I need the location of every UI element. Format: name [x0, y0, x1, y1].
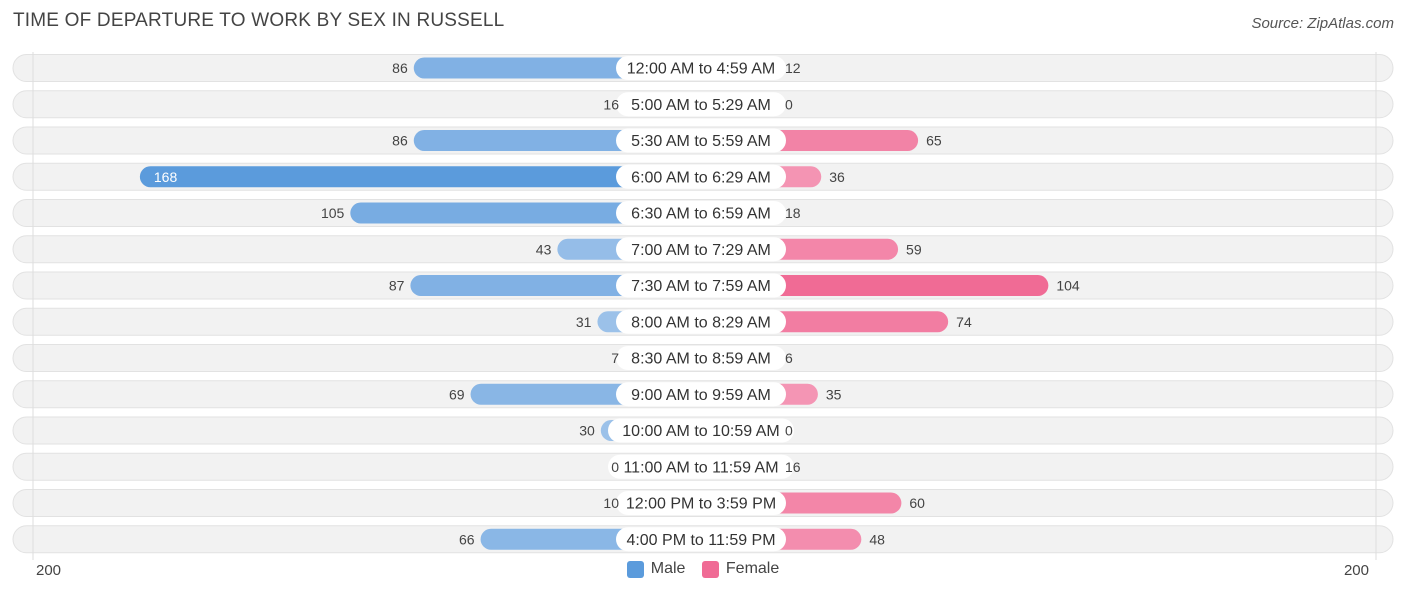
category-label: 6:30 AM to 6:59 AM [631, 206, 771, 223]
chart-row: 12:00 AM to 4:59 AM 86 12 [12, 54, 1394, 82]
chart-row: 7:00 AM to 7:29 AM 43 59 [12, 235, 1394, 264]
category-pill [616, 164, 786, 189]
value-label-male: 168 [154, 169, 178, 185]
category-pill [608, 418, 794, 443]
legend: Male Female [0, 560, 1406, 583]
category-label: 8:00 AM to 8:29 AM [631, 314, 771, 331]
value-label-male: 87 [389, 278, 405, 294]
value-label-male: 105 [321, 205, 345, 221]
category-pill [616, 346, 786, 370]
category-label: 12:00 AM to 4:59 AM [627, 61, 776, 78]
value-label-female: 35 [826, 386, 842, 402]
axis-label-left: 200 [36, 562, 62, 579]
category-pill [616, 527, 786, 552]
value-label-female: 60 [909, 495, 925, 511]
chart-row: 5:00 AM to 5:29 AM 16 0 [12, 90, 1394, 119]
value-label-male: 7 [611, 350, 619, 366]
category-label: 11:00 AM to 11:59 AM [623, 459, 778, 476]
value-label-male: 66 [459, 531, 475, 547]
legend-swatch-female [701, 560, 719, 578]
value-label-male: 10 [603, 495, 619, 511]
value-label-female: 74 [956, 314, 972, 330]
chart-row: 6:00 AM to 6:29 AM 168 36 [12, 162, 1394, 191]
category-pill [616, 491, 786, 515]
value-label-male: 86 [392, 133, 408, 149]
value-label-female: 12 [785, 60, 801, 76]
category-label: 4:00 PM to 11:59 PM [626, 532, 775, 549]
category-label: 9:00 AM to 9:59 AM [631, 387, 771, 404]
category-pill [616, 237, 786, 262]
value-label-male: 69 [449, 386, 465, 402]
category-label: 6:00 AM to 6:29 AM [631, 169, 771, 186]
category-label: 5:00 AM to 5:29 AM [631, 97, 771, 114]
value-label-female: 6 [785, 350, 793, 366]
category-label: 5:30 AM to 5:59 AM [631, 133, 771, 150]
category-pill [616, 128, 786, 153]
category-label: 7:30 AM to 7:59 AM [631, 278, 771, 295]
category-pill [608, 454, 794, 479]
bar-female [701, 275, 1049, 296]
source-note: Source: ZipAtlas.com [1251, 15, 1394, 32]
chart-row: 8:00 AM to 8:29 AM 31 74 [12, 307, 1394, 336]
value-label-male: 86 [392, 60, 408, 76]
value-label-female: 65 [926, 133, 942, 149]
chart-row: 6:30 AM to 6:59 AM 105 18 [12, 199, 1394, 227]
value-label-female: 48 [869, 531, 885, 547]
chart-row: 4:00 PM to 11:59 PM 66 48 [12, 525, 1394, 554]
legend-item-male: Male [626, 560, 686, 578]
value-label-female: 16 [785, 459, 801, 475]
category-pill [616, 382, 786, 407]
bar-male [139, 166, 701, 188]
category-label: 7:00 AM to 7:29 AM [631, 242, 771, 259]
chart-area: 12:00 AM to 4:59 AM 86 12 5:00 AM to 5:29 A… [12, 52, 1394, 560]
chart-row: 11:00 AM to 11:59 AM0 16 [12, 452, 1394, 481]
value-label-female: 18 [785, 205, 801, 221]
chart-row: 5:30 AM to 5:59 AM 86 65 [12, 126, 1394, 155]
chart-row: 10:00 AM to 10:59 AM 30 0 [12, 416, 1394, 445]
category-pill [616, 309, 786, 334]
chart-row: 8:30 AM to 8:59 AM 7 6 [12, 344, 1394, 372]
value-label-female: 104 [1056, 278, 1080, 294]
category-pill [616, 201, 786, 225]
value-label-male: 30 [579, 423, 595, 439]
value-label-female: 59 [906, 241, 922, 257]
chart-row: 12:00 PM to 3:59 PM 10 60 [12, 489, 1394, 517]
bar-male [350, 202, 701, 224]
legend-label-male: Male [650, 560, 686, 577]
value-label-male: 31 [576, 314, 592, 330]
axis-label-right: 200 [1343, 562, 1369, 579]
legend-label-female: Female [725, 560, 780, 577]
value-label-male: 0 [611, 459, 619, 475]
value-label-female: 0 [785, 96, 793, 112]
value-label-female: 36 [829, 169, 845, 185]
category-pill [616, 92, 786, 117]
chart-title: TIME OF DEPARTURE TO WORK BY SEX IN RUSS… [13, 10, 505, 31]
legend-swatch-male [626, 560, 644, 578]
category-pill [616, 56, 786, 80]
chart-row: 7:30 AM to 7:59 AM 87 104 [12, 271, 1394, 300]
chart-row: 9:00 AM to 9:59 AM 69 35 [12, 380, 1394, 409]
category-pill [616, 273, 786, 298]
value-label-female: 0 [785, 423, 793, 439]
value-label-male: 16 [603, 96, 619, 112]
value-label-male: 43 [536, 241, 552, 257]
category-label: 8:30 AM to 8:59 AM [631, 351, 771, 368]
legend-item-female: Female [701, 560, 780, 578]
category-label: 12:00 PM to 3:59 PM [626, 496, 776, 513]
category-label: 10:00 AM to 10:59 AM [622, 423, 779, 440]
